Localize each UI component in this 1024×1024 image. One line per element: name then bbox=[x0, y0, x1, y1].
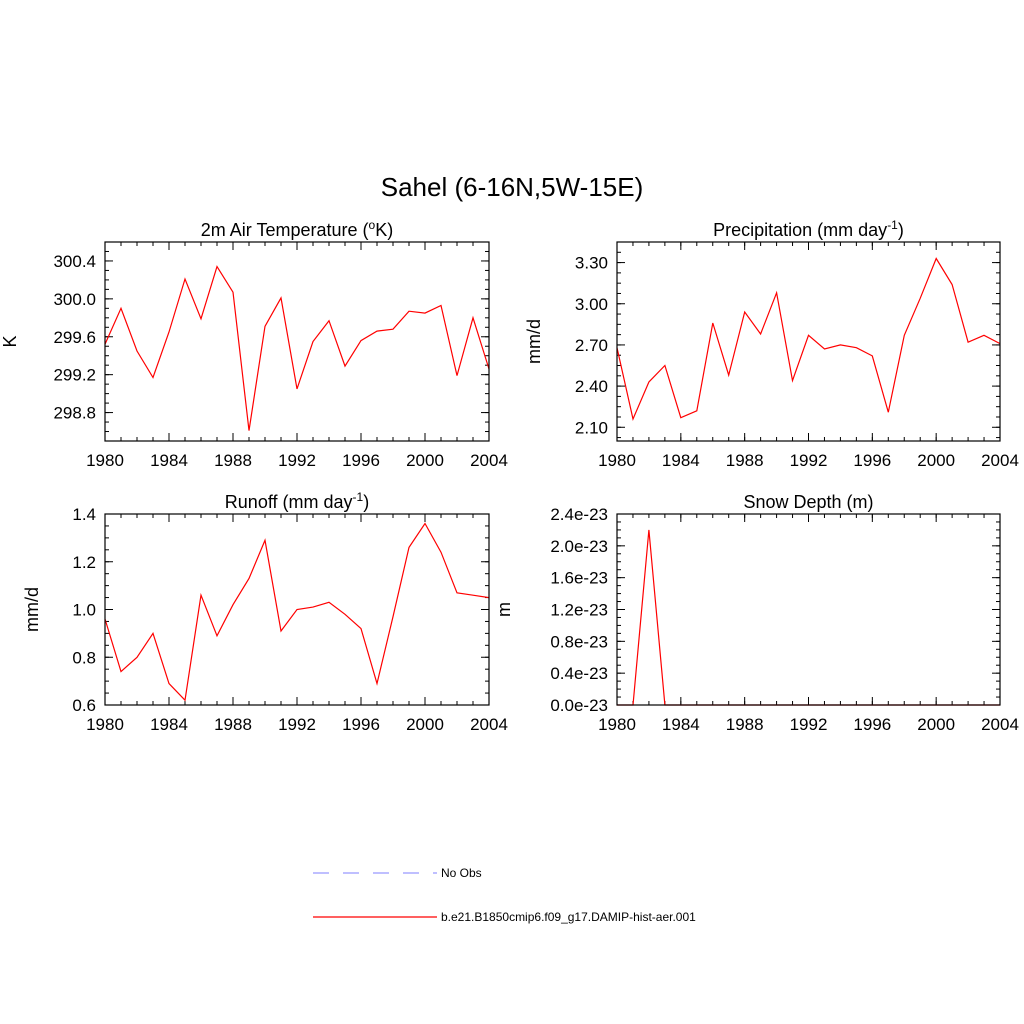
x-tick-label: 2004 bbox=[981, 715, 1019, 734]
x-tick-label: 2000 bbox=[406, 451, 444, 470]
chart-panels: 2m Air Temperature (oK) K 1980 1984 1988 1992… bbox=[0, 218, 1019, 734]
y-axis-label: m bbox=[494, 602, 514, 617]
y-tick-label: 0.4e-23 bbox=[550, 664, 608, 683]
x-tick-label: 2004 bbox=[470, 451, 508, 470]
x-tick-label: 2004 bbox=[981, 451, 1019, 470]
x-tick-label: 2004 bbox=[470, 715, 508, 734]
panel-1: 2m Air Temperature (oK) K 1980 1984 1988 1992… bbox=[0, 218, 508, 470]
y-tick-label: 1.2e-23 bbox=[550, 601, 608, 620]
x-tick-label: 1996 bbox=[853, 715, 891, 734]
panel-3: Runoff (mm day-1) mm/d 1980 1984 1988 1992 199… bbox=[22, 490, 508, 734]
x-tick-label: 1992 bbox=[278, 451, 316, 470]
y-tick-label: 0.8 bbox=[72, 648, 96, 667]
plot-frame bbox=[616, 513, 1001, 706]
y-tick-label: 2.10 bbox=[575, 418, 608, 437]
panel-title: Snow Depth (m) bbox=[743, 492, 873, 512]
x-tick-label: 1980 bbox=[598, 715, 636, 734]
series-line bbox=[616, 257, 1001, 421]
legend-label: b.e21.B1850cmip6.f09_g17.DAMIP-hist-aer.… bbox=[441, 910, 696, 924]
x-tick-label: 1988 bbox=[214, 451, 252, 470]
x-tick-label: 2000 bbox=[406, 715, 444, 734]
x-tick-label: 1980 bbox=[598, 451, 636, 470]
y-tick-label: 2.4e-23 bbox=[550, 505, 608, 524]
x-tick-label: 2000 bbox=[917, 715, 955, 734]
series-line bbox=[104, 522, 490, 702]
x-tick-label: 1984 bbox=[662, 451, 700, 470]
x-tick-label: 1984 bbox=[662, 715, 700, 734]
x-tick-label: 1992 bbox=[278, 715, 316, 734]
x-tick-label: 1996 bbox=[853, 451, 891, 470]
y-tick-label: 0.0e-23 bbox=[550, 696, 608, 715]
y-tick-label: 300.4 bbox=[53, 252, 96, 271]
x-tick-label: 1988 bbox=[726, 451, 764, 470]
series-line bbox=[617, 529, 1000, 706]
x-tick-label: 1992 bbox=[790, 451, 828, 470]
x-tick-label: 1992 bbox=[790, 715, 828, 734]
panel-title: Runoff (mm day-1) bbox=[225, 490, 369, 512]
y-axis-label: K bbox=[0, 335, 20, 347]
y-tick-label: 300.0 bbox=[53, 290, 96, 309]
x-tick-label: 1996 bbox=[342, 715, 380, 734]
y-tick-label: 3.00 bbox=[575, 295, 608, 314]
legend-label: No Obs bbox=[441, 866, 482, 880]
x-tick-label: 2000 bbox=[917, 451, 955, 470]
series-line bbox=[104, 265, 490, 431]
x-tick-label: 1980 bbox=[86, 451, 124, 470]
panel-title: Precipitation (mm day-1) bbox=[713, 218, 904, 240]
y-tick-label: 299.2 bbox=[53, 366, 96, 385]
x-tick-label: 1984 bbox=[150, 715, 188, 734]
y-tick-label: 2.70 bbox=[575, 336, 608, 355]
y-tick-label: 3.30 bbox=[575, 254, 608, 273]
y-tick-label: 1.4 bbox=[72, 505, 96, 524]
panel-4: Snow Depth (m) m 1980 1984 1988 1992 1996 2000 2… bbox=[494, 492, 1019, 734]
panel-2: Precipitation (mm day-1) mm/d 1980 1984 1988… bbox=[524, 218, 1019, 470]
y-tick-label: 1.0 bbox=[72, 601, 96, 620]
figure-title: Sahel (6-16N,5W-15E) bbox=[381, 172, 644, 202]
plot-frame bbox=[104, 241, 490, 442]
x-tick-label: 1996 bbox=[342, 451, 380, 470]
y-axis-label: mm/d bbox=[524, 319, 544, 364]
y-tick-label: 2.0e-23 bbox=[550, 537, 608, 556]
panel-title: 2m Air Temperature (oK) bbox=[201, 218, 393, 240]
plot-frame bbox=[104, 513, 490, 706]
x-tick-label: 1984 bbox=[150, 451, 188, 470]
y-tick-label: 1.6e-23 bbox=[550, 569, 608, 588]
x-tick-label: 1988 bbox=[726, 715, 764, 734]
y-axis-label: mm/d bbox=[22, 587, 42, 632]
y-tick-label: 0.6 bbox=[72, 696, 96, 715]
y-tick-label: 0.8e-23 bbox=[550, 632, 608, 651]
x-tick-label: 1980 bbox=[86, 715, 124, 734]
y-tick-label: 299.6 bbox=[53, 328, 96, 347]
y-tick-label: 1.2 bbox=[72, 553, 96, 572]
plot-frame bbox=[616, 241, 1001, 442]
y-tick-label: 2.40 bbox=[575, 377, 608, 396]
legend: No Obs b.e21.B1850cmip6.f09_g17.DAMIP-his… bbox=[313, 866, 696, 924]
x-tick-label: 1988 bbox=[214, 715, 252, 734]
y-tick-label: 298.8 bbox=[53, 404, 96, 423]
